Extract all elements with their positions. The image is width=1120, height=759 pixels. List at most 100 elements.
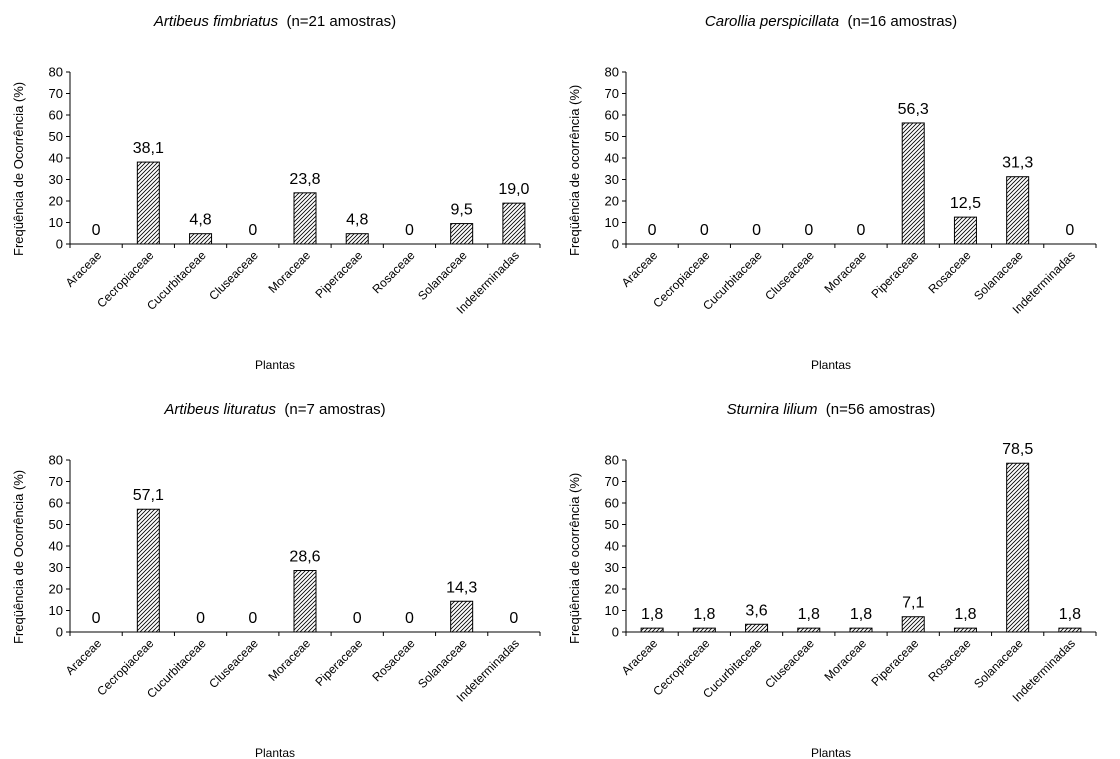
y-tick-label: 60 xyxy=(49,496,63,511)
y-tick-label: 80 xyxy=(49,65,63,80)
bar-cecropiaceae xyxy=(136,508,160,633)
chart-title: Carollia perspicillata (n=16 amostras) xyxy=(705,13,957,30)
data-label: 78,5 xyxy=(1002,441,1033,458)
chart-panel-1: Artibeus fimbriatus (n=21 amostras) Freqü… xyxy=(11,13,541,372)
category-label: Solanaceae xyxy=(971,248,1026,303)
y-tick-label: 40 xyxy=(49,539,63,554)
category-label: Rosaceae xyxy=(925,636,973,684)
y-tick-label: 0 xyxy=(56,237,63,252)
category-label: Piperaceae xyxy=(313,636,366,689)
y-tick-label: 0 xyxy=(612,237,619,252)
category-label: Piperaceae xyxy=(869,248,922,301)
y-tick-label: 20 xyxy=(49,582,63,597)
bar-moraceae xyxy=(293,192,317,245)
data-label: 1,8 xyxy=(850,606,872,623)
y-tick-label: 20 xyxy=(605,194,619,209)
data-label: 4,8 xyxy=(189,212,211,229)
y-tick-label: 40 xyxy=(49,151,63,166)
chart-title-note: (n=56 amostras) xyxy=(817,401,935,418)
data-label: 56,3 xyxy=(898,101,929,118)
data-label: 31,3 xyxy=(1002,155,1033,172)
y-tick-label: 40 xyxy=(605,539,619,554)
data-label: 1,8 xyxy=(954,606,976,623)
y-axis-label: Freqüência de Ocorrência (%) xyxy=(11,82,26,256)
bar-cluseaceae xyxy=(797,627,821,633)
bar-piperaceae xyxy=(901,616,925,633)
data-label: 1,8 xyxy=(641,606,663,623)
data-label: 1,8 xyxy=(693,606,715,623)
data-label: 0 xyxy=(648,222,657,239)
data-label: 0 xyxy=(804,222,813,239)
data-label: 0 xyxy=(405,610,414,627)
bar-moraceae xyxy=(293,570,317,633)
data-label: 7,1 xyxy=(902,595,924,612)
chart-title-note: (n=21 amostras) xyxy=(278,13,396,30)
data-label: 0 xyxy=(92,610,101,627)
category-label: Araceae xyxy=(63,636,105,678)
data-label: 0 xyxy=(700,222,709,239)
data-label: 0 xyxy=(752,222,761,239)
category-label: Rosaceae xyxy=(369,248,417,296)
x-axis-label: Plantas xyxy=(811,358,851,372)
category-label: Piperaceae xyxy=(869,636,922,689)
category-label: Solanaceae xyxy=(415,636,470,691)
bar-moraceae xyxy=(849,627,873,633)
category-label: Piperaceae xyxy=(313,248,366,301)
y-tick-label: 10 xyxy=(49,215,63,230)
category-label: Solanaceae xyxy=(971,636,1026,691)
y-tick-label: 70 xyxy=(49,86,63,101)
y-tick-label: 70 xyxy=(605,474,619,489)
y-tick-label: 30 xyxy=(49,172,63,187)
chart-title-species: Artibeus lituratus xyxy=(163,401,276,418)
category-label: Solanaceae xyxy=(415,248,470,303)
category-label: Araceae xyxy=(619,248,661,290)
chart-title-species: Sturnira lilium xyxy=(727,401,818,418)
chart-title: Artibeus fimbriatus (n=21 amostras) xyxy=(153,13,396,30)
chart-panel-3: Artibeus lituratus (n=7 amostras) Freqüên… xyxy=(11,401,541,759)
y-tick-label: 10 xyxy=(605,603,619,618)
data-label: 0 xyxy=(1065,222,1074,239)
bar-piperaceae xyxy=(901,122,925,245)
chart-title-note: (n=16 amostras) xyxy=(839,13,957,30)
bar-araceae xyxy=(640,627,664,633)
category-label: Moraceae xyxy=(265,636,313,684)
data-label: 1,8 xyxy=(1059,606,1081,623)
y-tick-label: 50 xyxy=(49,129,63,144)
data-label: 14,3 xyxy=(446,579,477,596)
y-tick-label: 40 xyxy=(605,151,619,166)
category-label: Moraceae xyxy=(821,636,869,684)
y-tick-label: 0 xyxy=(56,625,63,640)
chart-title-species: Carollia perspicillata xyxy=(705,13,839,30)
data-label: 9,5 xyxy=(451,202,473,219)
y-tick-label: 10 xyxy=(49,603,63,618)
y-tick-label: 30 xyxy=(49,560,63,575)
data-label: 38,1 xyxy=(133,140,164,157)
bar-cecropiaceae xyxy=(692,627,716,633)
category-label: Rosaceae xyxy=(369,636,417,684)
y-tick-label: 20 xyxy=(605,582,619,597)
y-tick-label: 70 xyxy=(605,86,619,101)
category-label: Cluseaceae xyxy=(762,248,817,303)
y-tick-label: 80 xyxy=(605,453,619,468)
data-label: 4,8 xyxy=(346,212,368,229)
x-axis-label: Plantas xyxy=(255,358,295,372)
data-label: 28,6 xyxy=(289,549,320,566)
x-axis-label: Plantas xyxy=(255,746,295,759)
data-label: 19,0 xyxy=(498,181,529,198)
chart-title-note: (n=7 amostras) xyxy=(276,401,386,418)
bar-cucurbitaceae xyxy=(189,233,213,245)
data-label: 0 xyxy=(509,610,518,627)
y-tick-label: 30 xyxy=(605,172,619,187)
y-tick-label: 30 xyxy=(605,560,619,575)
data-label: 0 xyxy=(857,222,866,239)
y-tick-label: 20 xyxy=(49,194,63,209)
data-label: 0 xyxy=(248,222,257,239)
category-label: Rosaceae xyxy=(925,248,973,296)
data-label: 0 xyxy=(405,222,414,239)
chart-panel-4: Sturnira lilium (n=56 amostras) Freqüênci… xyxy=(567,401,1097,759)
data-label: 0 xyxy=(196,610,205,627)
y-tick-label: 60 xyxy=(49,108,63,123)
category-label: Moraceae xyxy=(821,248,869,296)
category-label: Cluseaceae xyxy=(762,636,817,691)
data-label: 1,8 xyxy=(798,606,820,623)
